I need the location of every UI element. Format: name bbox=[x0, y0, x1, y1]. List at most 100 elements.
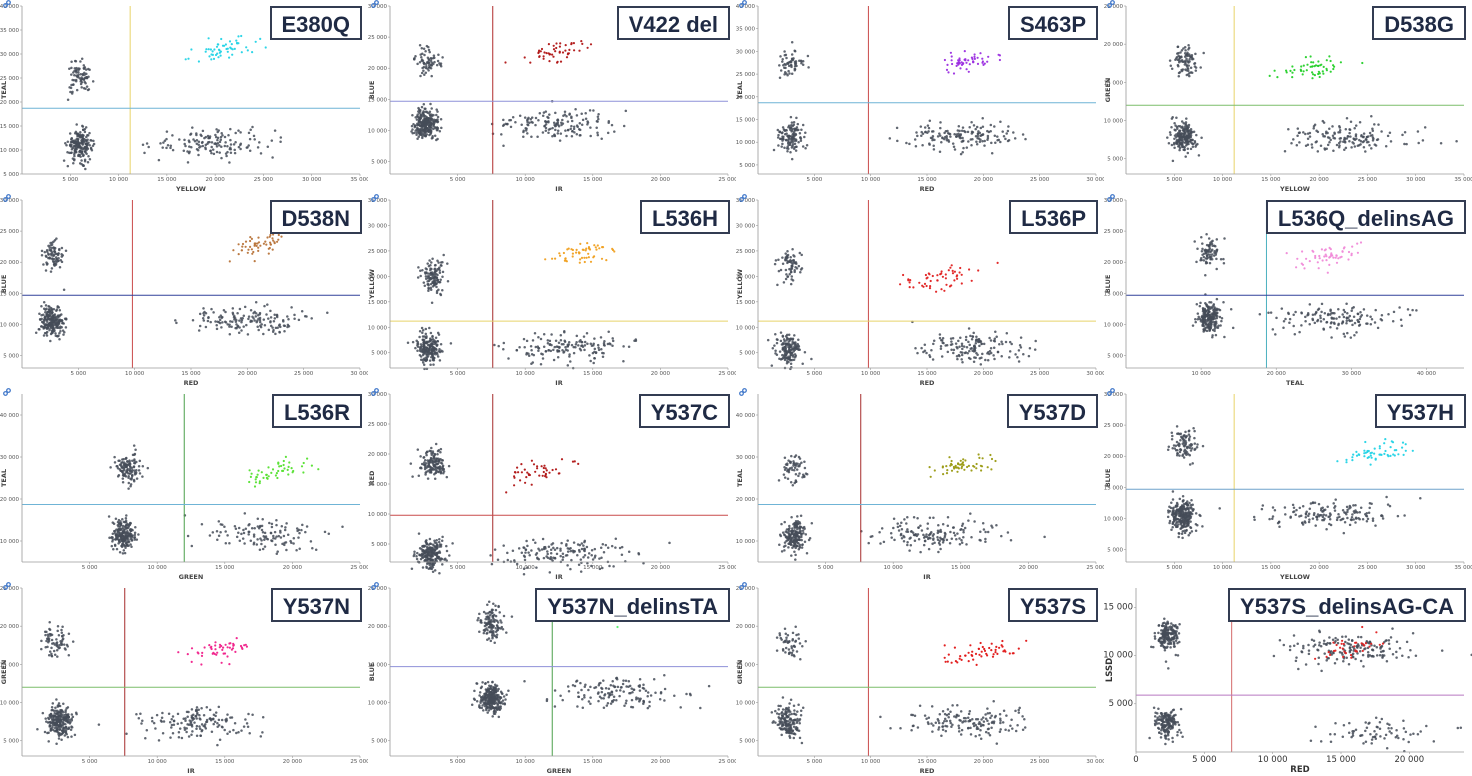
mutant-droplet bbox=[258, 480, 261, 483]
negative-droplet bbox=[83, 71, 86, 75]
negative-droplet bbox=[423, 349, 427, 353]
negative-droplet bbox=[624, 109, 628, 113]
negative-droplet bbox=[270, 139, 274, 142]
negative-droplet bbox=[420, 547, 423, 551]
negative-droplet bbox=[45, 255, 48, 258]
negative-cluster bbox=[1166, 116, 1203, 163]
link-icon[interactable] bbox=[1107, 194, 1115, 202]
negative-droplet bbox=[438, 266, 441, 269]
negative-droplet bbox=[564, 129, 567, 132]
negative-droplet bbox=[1168, 131, 1172, 134]
mutant-droplet bbox=[226, 47, 229, 50]
negative-droplet bbox=[53, 329, 56, 332]
mutant-droplet bbox=[254, 40, 257, 43]
mutant-droplet bbox=[214, 53, 218, 57]
negative-droplet bbox=[1189, 138, 1193, 142]
negative-droplet bbox=[240, 319, 244, 322]
negative-droplet bbox=[938, 333, 942, 336]
negative-droplet bbox=[127, 487, 130, 490]
negative-droplet bbox=[553, 134, 557, 138]
negative-droplet bbox=[202, 314, 206, 317]
negative-droplet bbox=[1202, 328, 1206, 332]
negative-droplet bbox=[960, 353, 964, 357]
link-icon[interactable] bbox=[371, 0, 379, 8]
negative-droplet bbox=[121, 472, 125, 475]
negative-droplet bbox=[434, 119, 438, 123]
mutant-droplet bbox=[1312, 61, 1315, 64]
mutant-droplet bbox=[292, 469, 295, 473]
link-icon[interactable] bbox=[739, 194, 747, 202]
negative-droplet bbox=[1179, 51, 1182, 54]
negative-droplet bbox=[1313, 321, 1317, 325]
negative-droplet bbox=[1377, 123, 1380, 126]
x-tick-label: 10 000 bbox=[109, 177, 129, 183]
mutant-cluster bbox=[248, 455, 320, 488]
negative-droplet bbox=[556, 129, 560, 132]
mutant-droplet bbox=[924, 273, 927, 277]
negative-droplet bbox=[37, 328, 41, 331]
negative-droplet bbox=[939, 345, 943, 348]
negative-droplet bbox=[778, 64, 781, 67]
negative-droplet bbox=[240, 329, 243, 332]
negative-droplet bbox=[1345, 117, 1349, 120]
negative-droplet bbox=[260, 524, 264, 528]
mutant-droplet bbox=[963, 58, 966, 61]
negative-droplet bbox=[976, 134, 980, 138]
negative-droplet bbox=[204, 312, 208, 315]
negative-droplet bbox=[1370, 147, 1373, 150]
link-icon[interactable] bbox=[739, 0, 747, 8]
negative-droplet bbox=[298, 547, 301, 550]
negative-droplet bbox=[799, 136, 802, 139]
mutant-droplet bbox=[952, 72, 956, 75]
x-tick-label: 10 000 bbox=[861, 177, 881, 183]
negative-droplet bbox=[964, 130, 967, 134]
negative-droplet bbox=[1359, 311, 1362, 314]
negative-cluster bbox=[410, 102, 443, 142]
negative-droplet bbox=[1182, 141, 1185, 144]
negative-droplet bbox=[192, 138, 195, 141]
mutant-droplet bbox=[1356, 251, 1359, 254]
mutant-droplet bbox=[960, 61, 963, 64]
mutant-droplet bbox=[1313, 65, 1316, 68]
negative-droplet bbox=[73, 67, 77, 70]
link-icon[interactable] bbox=[3, 194, 11, 202]
negative-droplet bbox=[1222, 257, 1225, 261]
negative-droplet bbox=[147, 145, 150, 149]
negative-droplet bbox=[969, 138, 973, 141]
negative-droplet bbox=[425, 541, 428, 545]
negative-droplet bbox=[432, 127, 435, 131]
negative-droplet bbox=[224, 141, 227, 144]
negative-droplet bbox=[975, 142, 979, 146]
negative-droplet bbox=[1198, 304, 1202, 308]
negative-droplet bbox=[1320, 302, 1324, 306]
negative-droplet bbox=[79, 131, 82, 134]
negative-droplet bbox=[279, 531, 282, 534]
negative-droplet bbox=[1205, 303, 1208, 306]
negative-droplet bbox=[552, 121, 556, 125]
negative-droplet bbox=[999, 140, 1002, 144]
link-icon[interactable] bbox=[3, 0, 11, 8]
mutant-droplet bbox=[1316, 64, 1320, 67]
negative-droplet bbox=[966, 351, 969, 355]
mutant-droplet bbox=[968, 268, 971, 271]
negative-droplet bbox=[83, 73, 86, 77]
negative-droplet bbox=[70, 140, 74, 144]
negative-droplet bbox=[132, 480, 136, 483]
negative-droplet bbox=[202, 319, 206, 322]
negative-droplet bbox=[430, 64, 433, 67]
negative-droplet bbox=[423, 62, 426, 66]
link-icon[interactable] bbox=[1107, 0, 1115, 8]
negative-droplet bbox=[249, 309, 253, 312]
negative-droplet bbox=[263, 323, 267, 327]
link-icon[interactable] bbox=[371, 194, 379, 202]
negative-droplet bbox=[984, 358, 987, 362]
link-icon[interactable] bbox=[3, 388, 11, 396]
negative-droplet bbox=[78, 67, 81, 71]
negative-droplet bbox=[439, 293, 443, 297]
negative-droplet bbox=[431, 134, 434, 138]
negative-cluster bbox=[412, 44, 444, 78]
negative-droplet bbox=[544, 119, 547, 123]
negative-droplet bbox=[412, 122, 415, 126]
scatter-panel: 5 000 10 000 15 000 20 000 25 000 5 000 10 000… bbox=[368, 388, 736, 582]
negative-droplet bbox=[186, 150, 189, 153]
